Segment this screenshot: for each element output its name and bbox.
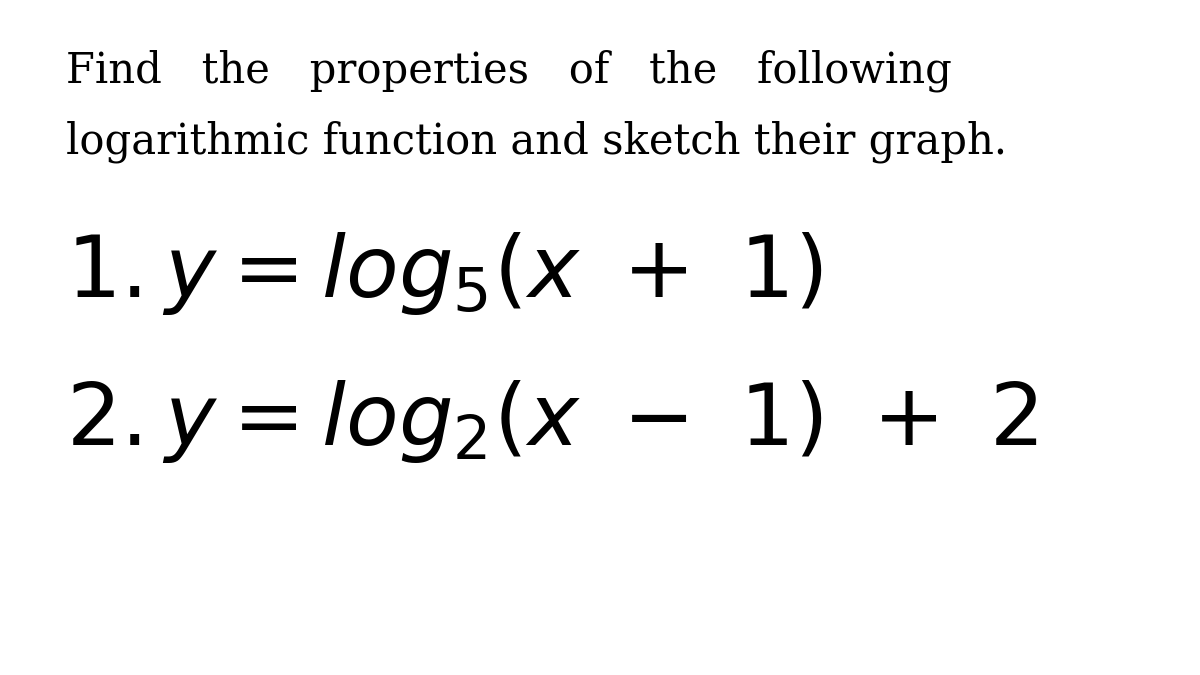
Text: $\it{1.y} = log_5(x\ +\ 1)$: $\it{1.y} = log_5(x\ +\ 1)$	[66, 230, 823, 317]
Text: logarithmic function and sketch their graph.: logarithmic function and sketch their gr…	[66, 121, 1007, 163]
Text: Find   the   properties   of   the   following: Find the properties of the following	[66, 50, 952, 92]
Text: $\it{2.y} = log_2(x\ -\ 1)\ +\ 2$: $\it{2.y} = log_2(x\ -\ 1)\ +\ 2$	[66, 379, 1038, 465]
